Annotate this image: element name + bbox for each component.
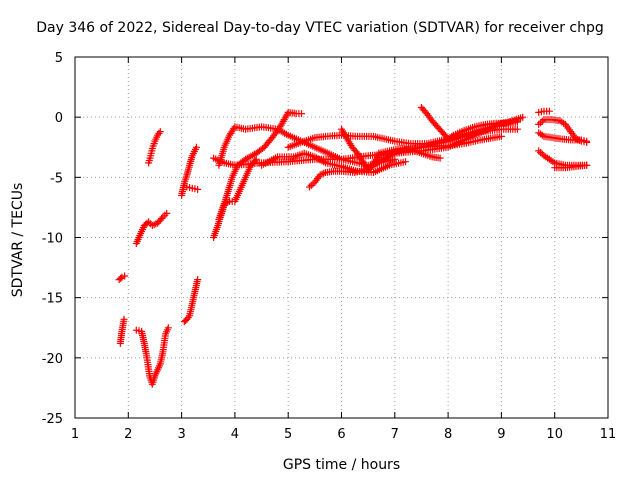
data-point-marker xyxy=(309,180,317,188)
series-arc-02 xyxy=(116,315,128,347)
series-arc-16 xyxy=(338,125,505,174)
series-arc-01 xyxy=(115,272,129,284)
series-arc-21 xyxy=(535,129,591,145)
data-point-marker xyxy=(538,117,546,125)
data-point-marker xyxy=(156,128,164,136)
series-arc-23 xyxy=(551,161,591,172)
data-point-marker xyxy=(497,132,505,140)
x-tick-label: 10 xyxy=(546,427,563,442)
grid-lines xyxy=(75,57,608,418)
x-tick-label: 11 xyxy=(600,427,617,442)
data-point-marker xyxy=(193,143,200,151)
data-point-marker xyxy=(320,169,328,177)
data-point-marker xyxy=(121,272,129,280)
series-arc-17 xyxy=(417,104,521,143)
data-point-marker xyxy=(194,185,202,193)
x-axis-label: GPS time / hours xyxy=(282,457,401,473)
data-point-marker xyxy=(164,324,172,332)
data-point-marker xyxy=(583,161,591,169)
y-tick-label: -25 xyxy=(42,412,63,427)
y-tick-label: -5 xyxy=(50,171,63,186)
x-tick-label: 7 xyxy=(391,427,399,442)
data-point-marker xyxy=(583,137,591,145)
data-point-marker xyxy=(117,274,125,282)
data-point-marker xyxy=(535,120,543,128)
data-point-marker xyxy=(252,155,260,163)
series-arc-08 xyxy=(183,183,202,193)
y-tick-label: -15 xyxy=(42,292,63,307)
series-arc-19 xyxy=(535,107,553,116)
data-point-marker xyxy=(230,125,238,132)
data-point-marker xyxy=(545,107,553,115)
series-arc-04 xyxy=(145,128,164,167)
chart-title: Day 346 of 2022, Sidereal Day-to-day VTE… xyxy=(36,20,604,36)
data-point-marker xyxy=(307,181,315,189)
data-point-marker xyxy=(150,221,158,229)
series-arc-20 xyxy=(535,116,591,146)
data-point-marker xyxy=(391,155,399,163)
x-tick-label: 8 xyxy=(444,427,452,442)
series-arc-03 xyxy=(132,209,171,247)
axis-ticks: 1 2 3 4 5 6 7 8 9 10 11 -25 -20 -15 -10 -5 0 5 xyxy=(42,51,617,442)
data-point-marker xyxy=(535,147,543,155)
x-tick-label: 6 xyxy=(337,427,345,442)
data-point-marker xyxy=(158,215,166,222)
y-tick-label: -10 xyxy=(42,232,63,247)
y-tick-label: 5 xyxy=(55,51,63,66)
data-point-marker xyxy=(163,209,171,217)
data-point-marker xyxy=(538,131,546,139)
data-point-marker xyxy=(436,154,444,162)
x-tick-label: 5 xyxy=(284,427,292,442)
series-arc-18 xyxy=(375,145,444,162)
data-point-marker xyxy=(194,276,202,284)
data-point-marker xyxy=(513,125,521,133)
data-point-marker xyxy=(519,113,527,121)
data-point-marker xyxy=(537,119,544,127)
x-tick-label: 1 xyxy=(71,427,79,442)
series-arc-06 xyxy=(180,276,202,326)
data-point-marker xyxy=(306,183,313,191)
series-arc-10 xyxy=(215,155,260,223)
data-point-marker xyxy=(402,158,409,166)
data-point-marker xyxy=(298,110,305,118)
data-point-marker xyxy=(537,149,544,156)
x-tick-label: 9 xyxy=(497,427,505,442)
y-tick-label: -20 xyxy=(42,352,63,367)
data-marks xyxy=(115,104,591,388)
data-point-marker xyxy=(448,132,456,140)
data-point-marker xyxy=(513,118,521,126)
y-tick-label: 0 xyxy=(55,111,63,126)
data-point-marker xyxy=(120,315,128,323)
x-tick-label: 3 xyxy=(177,427,185,442)
series-arc-05 xyxy=(132,324,172,388)
data-point-marker xyxy=(318,170,326,178)
x-tick-label: 2 xyxy=(124,427,132,442)
x-tick-label: 4 xyxy=(231,427,239,442)
